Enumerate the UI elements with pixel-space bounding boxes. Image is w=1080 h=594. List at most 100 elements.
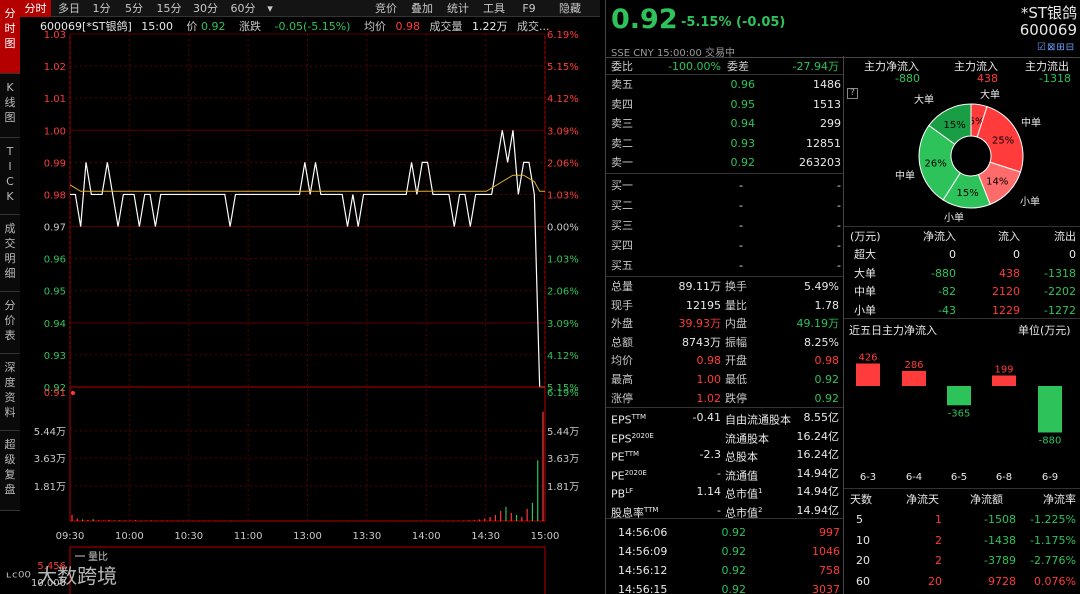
vol-right-tick: 6.19% <box>547 388 579 399</box>
flow-table-row: 大单 -880 438 -1318 <box>850 264 1076 283</box>
tick-price: 0.92 <box>721 526 747 539</box>
bid-row: 买一 - - <box>611 176 841 195</box>
top-tab-13[interactable]: 隐藏 <box>559 2 581 15</box>
top-tab-9[interactable]: 叠加 <box>411 2 433 15</box>
x-tick: 13:00 <box>293 531 322 542</box>
stat-label: 总量 <box>611 280 633 293</box>
y-right-tick: 4.12% <box>547 94 579 105</box>
top-tab-7[interactable]: ▾ <box>267 2 273 15</box>
five-day-unit: 单位(万元) <box>1018 324 1071 337</box>
left-tab-4[interactable]: 分 价 表 <box>0 292 20 354</box>
header-icons: ☑⊠⊞⊟ <box>1037 42 1075 53</box>
left-tab-0[interactable]: 分 时 图 <box>0 0 20 74</box>
ask-volume: 12851 <box>806 136 841 150</box>
y-left-tick: 0.96 <box>44 255 66 266</box>
info-more[interactable]: 成交... <box>516 20 550 33</box>
top-tab-12[interactable]: F9 <box>522 2 536 15</box>
days-flow-days: 2 <box>935 554 942 567</box>
left-tab-5[interactable]: 深 度 资 料 <box>0 354 20 431</box>
five-day-date: 6-8 <box>996 472 1012 483</box>
flow-table-row: 超大 0 0 0 <box>850 245 1076 264</box>
ask-price: 0.96 <box>730 78 756 91</box>
sub-panel-frame <box>69 546 546 594</box>
five-day-bar <box>1038 386 1062 433</box>
flow-row-in: 438 <box>999 266 1020 280</box>
days-flow-amount: -3789 <box>984 554 1016 567</box>
flow-row-net: -880 <box>931 266 956 280</box>
bid-volume: - <box>837 219 841 232</box>
fund-row: EPS2020E 流通股本 16.24亿 <box>611 427 841 446</box>
weibi-row: 委比 -100.00% 委差 -27.94万 <box>611 57 841 76</box>
days-flow-amount: 9728 <box>988 574 1016 588</box>
stat-value: 8743万 <box>682 335 721 349</box>
days-flow-rate: -1.175% <box>1030 533 1076 547</box>
pie-category-label: 小单 <box>1020 196 1040 208</box>
edit-icon[interactable]: ☑ <box>1037 42 1047 53</box>
ask-price: 0.95 <box>730 97 756 111</box>
fund-label2-text: 总市值 <box>725 506 758 520</box>
info-vol: 1.22万 <box>471 20 508 33</box>
top-tab-4[interactable]: 15分 <box>156 2 182 15</box>
grid-icon[interactable]: ⊟ <box>1065 42 1076 53</box>
days-count: 20 <box>856 554 870 567</box>
stat-label: 开盘 <box>725 354 747 368</box>
left-tab-6[interactable]: 超 级 复 盘 <box>0 431 20 511</box>
tick-time: 14:56:09 <box>618 545 668 558</box>
flow-row-in: 0 <box>1013 248 1020 261</box>
fund-value2: 16.24亿 <box>796 448 840 461</box>
stat-value: 1.00 <box>696 373 722 386</box>
top-tab-8[interactable]: 竞价 <box>375 2 397 15</box>
left-tab-2[interactable]: T I C K <box>0 138 20 215</box>
top-tab-0[interactable]: 分时 <box>20 0 51 17</box>
fund-label-sup: 2020E <box>624 468 647 477</box>
ask-label: 卖五 <box>611 78 633 91</box>
top-tab-2[interactable]: 1分 <box>92 2 111 15</box>
info-price-label: 价 <box>186 20 198 33</box>
fund-row: 股息率TTM - 总市值2 14.94亿 <box>611 501 841 520</box>
fund-value2: 16.24亿 <box>796 429 840 443</box>
tick-time: 14:56:06 <box>618 526 668 539</box>
pie-category-label: 中单 <box>895 169 915 182</box>
top-tab-6[interactable]: 60分 <box>230 2 256 15</box>
bid-row: 买五 - - <box>611 256 841 275</box>
weibi-label: 委比 <box>611 60 633 73</box>
intraday-chart[interactable]: 1.03 6.19% 1.02 5.15% 1.01 4.12% 1.00 3.09% 0.99… <box>20 30 605 594</box>
fund-value2: 8.55亿 <box>803 411 840 424</box>
stat-label: 总额 <box>611 335 633 349</box>
top-tab-5[interactable]: 30分 <box>193 2 218 15</box>
stock-code-right: 600069 <box>1019 21 1077 39</box>
flow-row-out: -1272 <box>1044 303 1076 317</box>
left-tab-3[interactable]: 成 交 明 细 <box>0 215 20 292</box>
days-table-row: 20 2 -3789 -2.776% <box>850 551 1076 570</box>
close-icon[interactable]: ⊠ <box>1046 42 1057 53</box>
fund-label2: 流通值 <box>725 464 758 486</box>
main-flow-summary: 主力净流入 主力流入 主力流出 -880 438 -1318 <box>844 57 1080 87</box>
flow-row-in: 2120 <box>992 285 1020 298</box>
top-tab-1[interactable]: 多日 <box>58 2 80 15</box>
left-tab-1[interactable]: K 线 图 <box>0 74 20 138</box>
fund-label2-sup: 1 <box>758 487 763 495</box>
five-day-date: 6-9 <box>1042 472 1058 483</box>
days-flow-rate: -2.776% <box>1030 554 1076 567</box>
watermark: ᶫᶜ⁰⁰ 大数跨境 <box>6 560 117 589</box>
flow-table-row: 小单 -43 1229 -1272 <box>850 301 1076 320</box>
ask-row: 卖一 0.92 263203 <box>611 153 841 172</box>
fund-value: 1.14 <box>696 485 722 498</box>
help-icon[interactable]: ? <box>847 88 858 99</box>
days-flow-rate: -1.225% <box>1030 513 1076 526</box>
days-count: 10 <box>856 533 870 547</box>
flow-row-out: -2202 <box>1044 285 1076 298</box>
add-icon[interactable]: ⊞ <box>1056 42 1066 53</box>
flow-row-out: 0 <box>1069 248 1076 261</box>
bid-row: 买二 - - <box>611 196 841 215</box>
price-series-line <box>70 130 545 388</box>
days-table-row: 5 1 -1508 -1.225% <box>850 510 1076 529</box>
five-day-value: 199 <box>994 364 1013 375</box>
days-table-row: 10 2 -1438 -1.175% <box>850 531 1076 550</box>
y-right-tick: 3.09% <box>547 126 579 137</box>
top-tab-3[interactable]: 5分 <box>125 2 143 15</box>
ask-volume: 263203 <box>799 156 841 169</box>
top-tab-10[interactable]: 统计 <box>447 2 469 15</box>
top-tab-11[interactable]: 工具 <box>483 2 505 15</box>
flow-row-name: 超大 <box>854 248 876 261</box>
